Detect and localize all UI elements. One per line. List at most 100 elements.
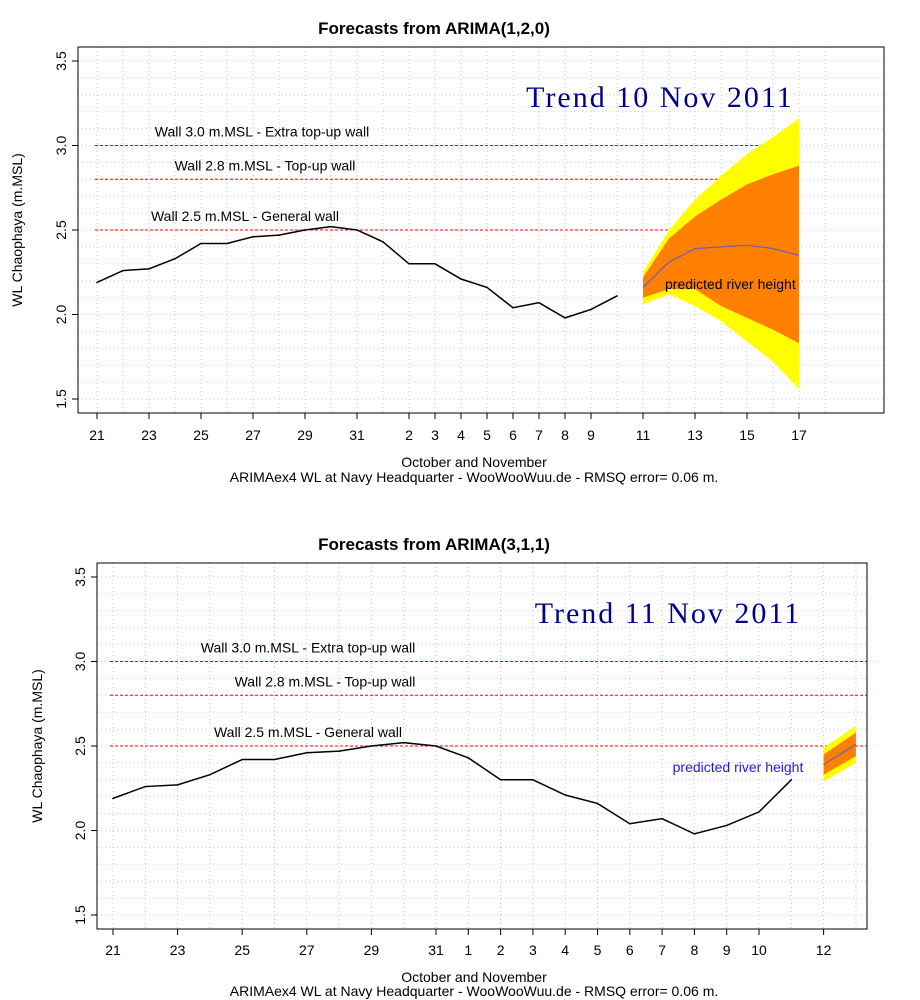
observed-point: [460, 278, 462, 280]
observed-point: [96, 281, 98, 284]
x-tick-label: 5: [594, 942, 602, 958]
x-tick-label: 3: [529, 942, 537, 958]
y-tick-label: 2.0: [72, 821, 88, 841]
x-tick-label: 8: [691, 942, 699, 958]
y-tick-label: 3.5: [53, 51, 69, 71]
x-tick-label: 3: [431, 427, 439, 443]
observed-point: [330, 225, 332, 228]
chart-1: Forecasts from ARIMA(1,2,0) 1.5 2.0 2.5 3.0 3…: [9, 19, 885, 485]
x-tick-label: 4: [561, 942, 569, 958]
observed-point: [758, 811, 760, 813]
x-tick-label: 6: [626, 942, 634, 958]
observed-point: [538, 301, 540, 304]
observed-point: [252, 235, 254, 238]
forecast-band-80: [823, 732, 856, 775]
wall-label: Wall 2.5 m.MSL - General wall: [214, 724, 402, 740]
observed-point: [338, 750, 340, 752]
observed-point: [356, 229, 358, 231]
x-tick-label: 27: [299, 942, 315, 958]
observed-point: [241, 758, 243, 761]
x-tick-label: 15: [739, 427, 755, 443]
x-tick-label: 27: [245, 427, 261, 443]
x-tick-label: 13: [687, 427, 703, 443]
x-tick-label: 6: [509, 427, 517, 443]
trend-label: Trend 10 Nov 2011: [526, 81, 794, 114]
y-axis-label: WL Chaophaya (m.MSL): [9, 153, 25, 307]
wall-label: Wall 2.8 m.MSL - Top-up wall: [175, 157, 356, 173]
observed-point: [790, 779, 793, 781]
x-tick-label: 8: [561, 427, 569, 443]
observed-line: [112, 741, 792, 835]
chart-title: Forecasts from ARIMA(1,2,0): [318, 19, 550, 38]
observed-point: [564, 794, 566, 796]
observed-point: [382, 241, 384, 243]
observed-point: [144, 785, 147, 788]
observed-point: [532, 779, 534, 781]
observed-point: [725, 824, 728, 827]
chart-2: Forecasts from ARIMA(3,1,1) 1.5 2.0 2.5 3.0 3…: [29, 535, 868, 999]
observed-point: [661, 817, 663, 820]
observed-point: [512, 306, 514, 309]
wall-label: Wall 2.8 m.MSL - Top-up wall: [235, 673, 416, 689]
x-tick-label: 21: [105, 942, 121, 958]
observed-point: [486, 286, 488, 289]
x-tick-label: 12: [816, 942, 832, 958]
chart-caption: ARIMAex4 WL at Navy Headquarter - WooWoo…: [230, 983, 719, 999]
observed-point: [122, 269, 124, 272]
observed-point: [226, 242, 228, 245]
x-tick-label: 10: [751, 942, 767, 958]
y-tick-label: 2.5: [53, 220, 69, 240]
x-axis-label: October and November: [401, 969, 547, 985]
observed-point: [434, 263, 436, 265]
x-tick-label: 23: [141, 427, 157, 443]
observed-point: [278, 234, 280, 236]
x-tick-label: 4: [457, 427, 465, 443]
observed-point: [176, 784, 179, 786]
y-tick-label: 3.0: [72, 652, 88, 672]
observed-point: [273, 758, 276, 761]
x-tick-label: 31: [428, 942, 444, 958]
x-tick-label: 2: [405, 427, 413, 443]
y-tick-label: 3.0: [53, 136, 69, 156]
observed-point: [596, 802, 599, 805]
x-tick-label: 29: [364, 942, 380, 958]
observed-point: [200, 242, 202, 245]
observed-point: [174, 257, 176, 260]
observed-point: [499, 779, 502, 781]
observed-point: [408, 263, 410, 265]
x-tick-label: 17: [791, 427, 807, 443]
x-tick-label: 5: [483, 427, 491, 443]
chart-title: Forecasts from ARIMA(3,1,1): [318, 535, 550, 554]
x-tick-label: 25: [193, 427, 209, 443]
y-tick-label: 2.5: [72, 736, 88, 756]
trend-label: Trend 11 Nov 2011: [535, 597, 802, 630]
forecast-mean-line: [823, 743, 857, 766]
x-axis-label: October and November: [401, 454, 547, 470]
x-tick-label: 9: [723, 942, 731, 958]
observed-point: [306, 751, 308, 754]
predicted-label: predicted river height: [665, 276, 796, 292]
observed-point: [616, 295, 618, 297]
y-tick-label: 1.5: [53, 389, 69, 409]
observed-point: [590, 308, 592, 311]
wall-label: Wall 3.0 m.MSL - Extra top-up wall: [201, 640, 415, 656]
x-tick-label: 21: [89, 427, 105, 443]
x-tick-label: 25: [234, 942, 250, 958]
observed-point: [467, 757, 470, 759]
x-tick-label: 9: [587, 427, 595, 443]
observed-point: [435, 745, 437, 747]
observed-point: [693, 833, 696, 835]
forecast-mean-line: [642, 244, 800, 288]
observed-point: [112, 797, 114, 800]
x-tick-label: 29: [297, 427, 313, 443]
observed-point: [564, 317, 566, 319]
x-tick-label: 7: [535, 427, 543, 443]
observed-point: [304, 229, 306, 231]
y-tick-label: 2.0: [53, 305, 69, 325]
chart-caption: ARIMAex4 WL at Navy Headquarter - WooWoo…: [230, 469, 719, 485]
grid: [78, 47, 884, 413]
observed-point: [148, 268, 150, 270]
forecast-band-80: [643, 165, 799, 344]
